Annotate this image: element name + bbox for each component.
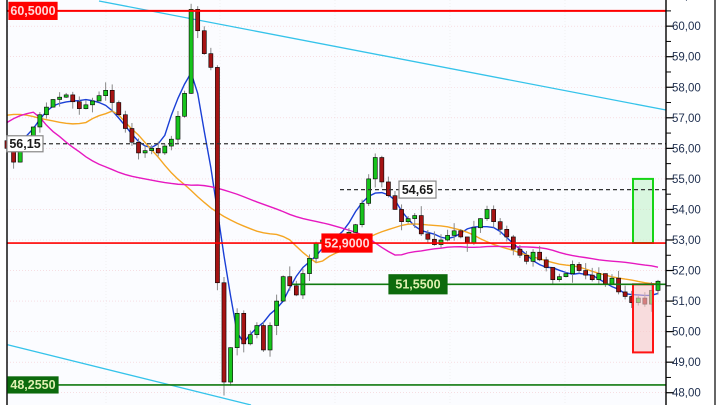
svg-text:60,00: 60,00 xyxy=(672,21,701,33)
svg-text:48,2550: 48,2550 xyxy=(10,378,55,392)
svg-text:61,00: 61,00 xyxy=(672,0,701,3)
svg-text:50,00: 50,00 xyxy=(672,327,701,339)
svg-text:53,00: 53,00 xyxy=(672,235,701,247)
svg-text:60,5000: 60,5000 xyxy=(10,4,55,18)
svg-text:48,00: 48,00 xyxy=(672,388,701,400)
svg-text:56,15: 56,15 xyxy=(9,137,40,151)
svg-text:55,00: 55,00 xyxy=(672,174,701,186)
svg-text:51,5500: 51,5500 xyxy=(395,278,440,292)
svg-text:56,00: 56,00 xyxy=(672,143,701,155)
svg-text:52,00: 52,00 xyxy=(672,266,701,278)
svg-text:52,9000: 52,9000 xyxy=(324,236,369,250)
svg-text:54,00: 54,00 xyxy=(672,204,701,216)
svg-text:58,00: 58,00 xyxy=(672,82,701,94)
svg-text:59,00: 59,00 xyxy=(672,52,701,64)
svg-text:49,00: 49,00 xyxy=(672,357,701,369)
svg-text:51,00: 51,00 xyxy=(672,296,701,308)
svg-text:54,65: 54,65 xyxy=(402,183,433,197)
svg-text:57,00: 57,00 xyxy=(672,113,701,125)
